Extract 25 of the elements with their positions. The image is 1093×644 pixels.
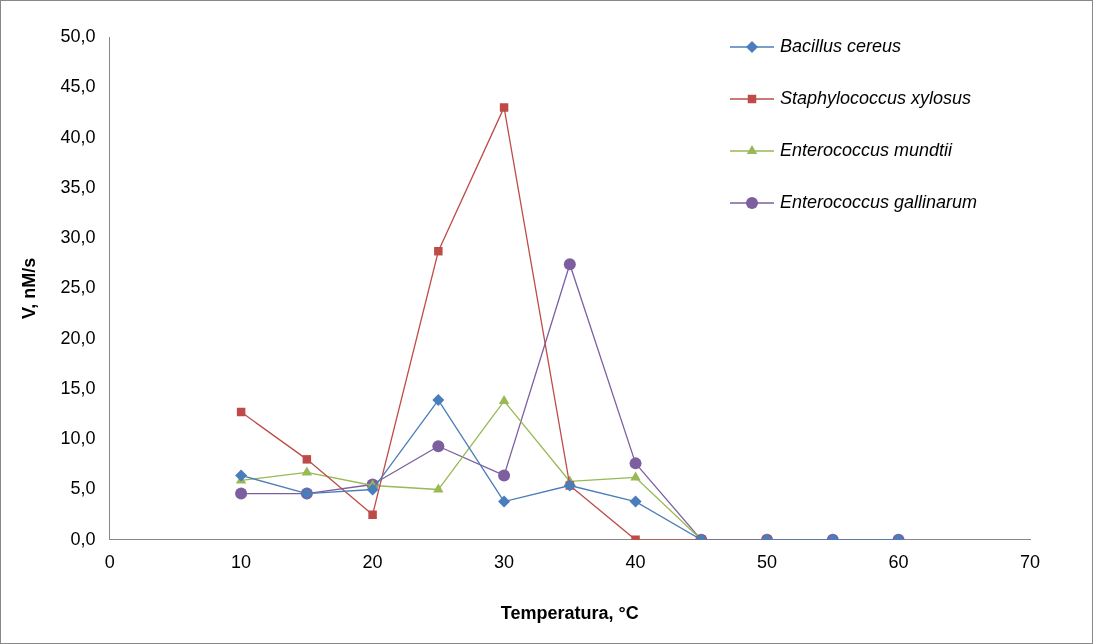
legend-label: Enterococcus mundtii	[780, 140, 954, 160]
y-tick-label: 45,0	[60, 76, 96, 97]
y-tick-label: 25,0	[60, 277, 96, 298]
legend-label: Bacillus cereus	[780, 36, 902, 56]
y-tick-label: 5,0	[70, 478, 96, 499]
x-tick-label: 40	[625, 551, 646, 572]
legend-label: Enterococcus gallinarum	[780, 192, 978, 212]
y-tick-label: 50,0	[60, 25, 96, 46]
x-tick-label: 0	[104, 551, 115, 572]
x-tick-label: 30	[494, 551, 515, 572]
legend-label: Staphylococcus xylosus	[780, 88, 972, 108]
x-axis-title: Temperatura, °C	[500, 603, 639, 624]
x-tick-label: 20	[362, 551, 383, 572]
x-tick-label: 50	[757, 551, 778, 572]
x-tick-label: 70	[1019, 551, 1041, 572]
y-tick-label: 15,0	[60, 377, 96, 398]
y-tick-label: 40,0	[60, 126, 96, 147]
y-tick-label: 30,0	[60, 227, 96, 248]
x-tick-label: 10	[231, 551, 252, 572]
y-tick-label: 0,0	[70, 528, 96, 549]
y-axis-title: V, nM/s	[18, 257, 39, 320]
x-tick-label: 60	[888, 551, 909, 572]
y-tick-label: 35,0	[60, 176, 96, 197]
y-tick-label: 10,0	[60, 428, 96, 449]
y-tick-label: 20,0	[60, 327, 96, 348]
